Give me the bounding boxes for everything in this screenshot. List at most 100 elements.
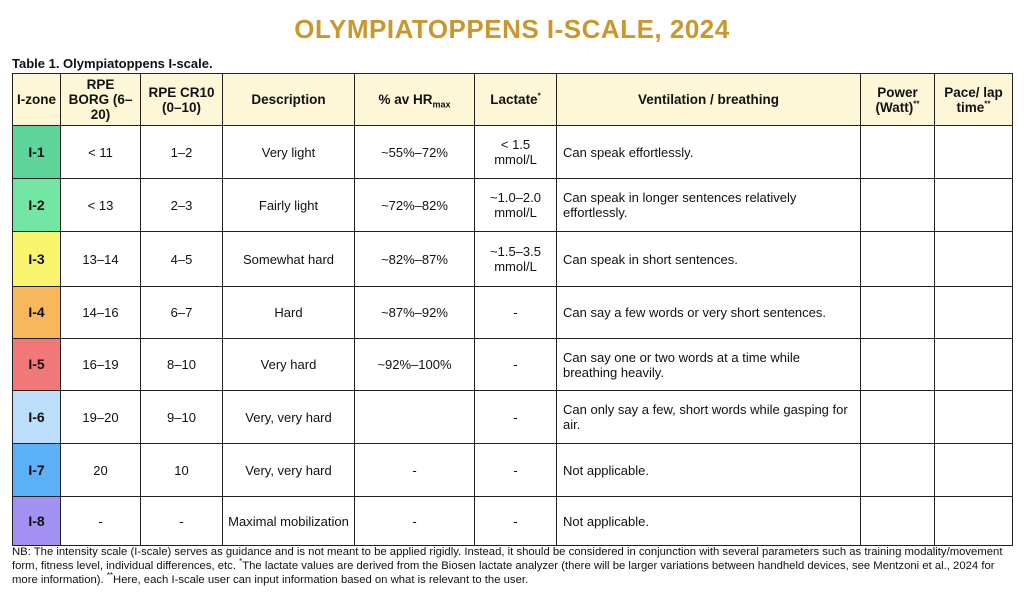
footnote-superscript: ** [106,571,114,581]
table-row: I-7 20 10 Very, very hard - - Not applicable. [12,443,1013,497]
borg-text: 14–16 [82,305,119,320]
hr-cell [354,390,475,444]
cr10-text: 9–10 [167,409,196,425]
hr-cell: ~92%–100% [354,338,475,391]
zone-text: I-7 [28,461,45,478]
borg-cell: 19–20 [60,390,141,444]
cr10-cell: 10 [140,443,223,497]
zone-text: I-1 [28,143,45,160]
footnote-text: NB: The intensity scale (I-scale) serves… [12,546,1003,572]
header-text: RPE BORG (6–20) [68,77,133,122]
zone-cell: I-6 [12,390,61,444]
borg-cell: 13–14 [60,231,141,287]
zone-cell: I-4 [12,286,61,339]
borg-text: 20 [93,462,108,478]
borg-cell: < 13 [60,178,141,232]
ventilation-text: Can speak effortlessly. [563,144,694,160]
hr-cell: - [354,496,475,546]
description-text: Very hard [260,357,317,372]
lactate-text: - [513,409,518,425]
description-cell: Very, very hard [222,390,355,444]
header-superscript: ** [913,99,920,108]
lactate-text: < 1.5 mmol/L [494,137,537,167]
ventilation-text: Can speak in longer sentences relatively… [563,190,797,220]
description-cell: Very hard [222,338,355,391]
cr10-text: 8–10 [167,357,196,372]
header-cell: Ventilation / breathing [556,73,861,126]
lactate-cell: - [474,338,557,391]
i-scale-table: I-zone RPE BORG (6–20) RPE CR10 (0–10) Desc… [12,73,1013,546]
header-text: I-zone [17,92,56,107]
cr10-cell: 9–10 [140,390,223,444]
cr10-cell: - [140,496,223,546]
description-cell: Maximal mobilization [222,496,355,546]
lactate-text: - [513,462,518,478]
cr10-text: 4–5 [170,251,193,267]
header-text: Pace/ lap time [944,84,1003,115]
hr-cell: - [354,443,475,497]
lactate-cell: - [474,286,557,339]
hr-cell: ~87%–92% [354,286,475,339]
pace-cell [934,125,1013,179]
zone-cell: I-8 [12,496,61,546]
header-row: I-zone RPE BORG (6–20) RPE CR10 (0–10) Desc… [12,73,1013,126]
lactate-text: - [513,357,518,372]
description-text: Hard [274,305,303,320]
zone-cell: I-2 [12,178,61,232]
power-cell [860,178,935,232]
ventilation-cell: Can say a few words or very short senten… [556,286,861,339]
footnote-superscript: * [239,557,243,567]
footnote: NB: The intensity scale (I-scale) serves… [12,545,1012,587]
borg-text: - [98,513,103,529]
header-cell: Lactate* [474,73,557,126]
description-cell: Hard [222,286,355,339]
borg-cell: - [60,496,141,546]
zone-cell: I-7 [12,443,61,497]
ventilation-cell: Can only say a few, short words while ga… [556,390,861,444]
header-text: Lactate [490,92,538,107]
hr-text: - [412,513,417,529]
cr10-text: 10 [174,462,189,478]
cr10-text: 1–2 [170,144,193,160]
zone-text: I-4 [28,304,45,320]
lactate-text: ~1.5–3.5 mmol/L [490,244,541,274]
footnote-text: The lactate values are derived from the … [12,560,995,586]
zone-text: I-8 [28,512,45,529]
description-text: Very, very hard [245,409,332,425]
header-cell: RPE CR10 (0–10) [140,73,223,126]
power-cell [860,390,935,444]
lactate-cell: < 1.5 mmol/L [474,125,557,179]
footnote-text: Here, each I-scale user can input inform… [113,574,529,586]
cr10-cell: 1–2 [140,125,223,179]
zone-cell: I-5 [12,338,61,391]
power-cell [860,443,935,497]
borg-text: 16–19 [82,357,119,372]
lactate-text: - [513,513,518,529]
borg-cell: < 11 [60,125,141,179]
pace-cell [934,178,1013,232]
ventilation-text: Can say one or two words at a time while… [563,349,800,380]
ventilation-text: Can only say a few, short words while ga… [563,402,848,432]
ventilation-text: Can speak in short sentences. [563,251,738,267]
table-caption: Table 1. Olympiatoppens I-scale. [12,56,213,71]
description-cell: Fairly light [222,178,355,232]
ventilation-cell: Can speak effortlessly. [556,125,861,179]
pace-cell [934,443,1013,497]
table-row: I-8 - - Maximal mobilization - - Not applicabl… [12,496,1013,546]
cr10-text: - [179,513,184,529]
description-text: Maximal mobilization [228,513,349,529]
cr10-cell: 2–3 [140,178,223,232]
lactate-text: ~1.0–2.0 mmol/L [490,190,541,220]
description-cell: Very light [222,125,355,179]
ventilation-cell: Not applicable. [556,496,861,546]
description-text: Very light [261,144,316,160]
description-cell: Very, very hard [222,443,355,497]
description-text: Somewhat hard [242,251,335,267]
hr-text: ~92%–100% [377,357,452,372]
pace-cell [934,496,1013,546]
zone-cell: I-1 [12,125,61,179]
cr10-cell: 6–7 [140,286,223,339]
hr-text: ~82%–87% [381,251,448,267]
cr10-text: 6–7 [170,305,193,320]
